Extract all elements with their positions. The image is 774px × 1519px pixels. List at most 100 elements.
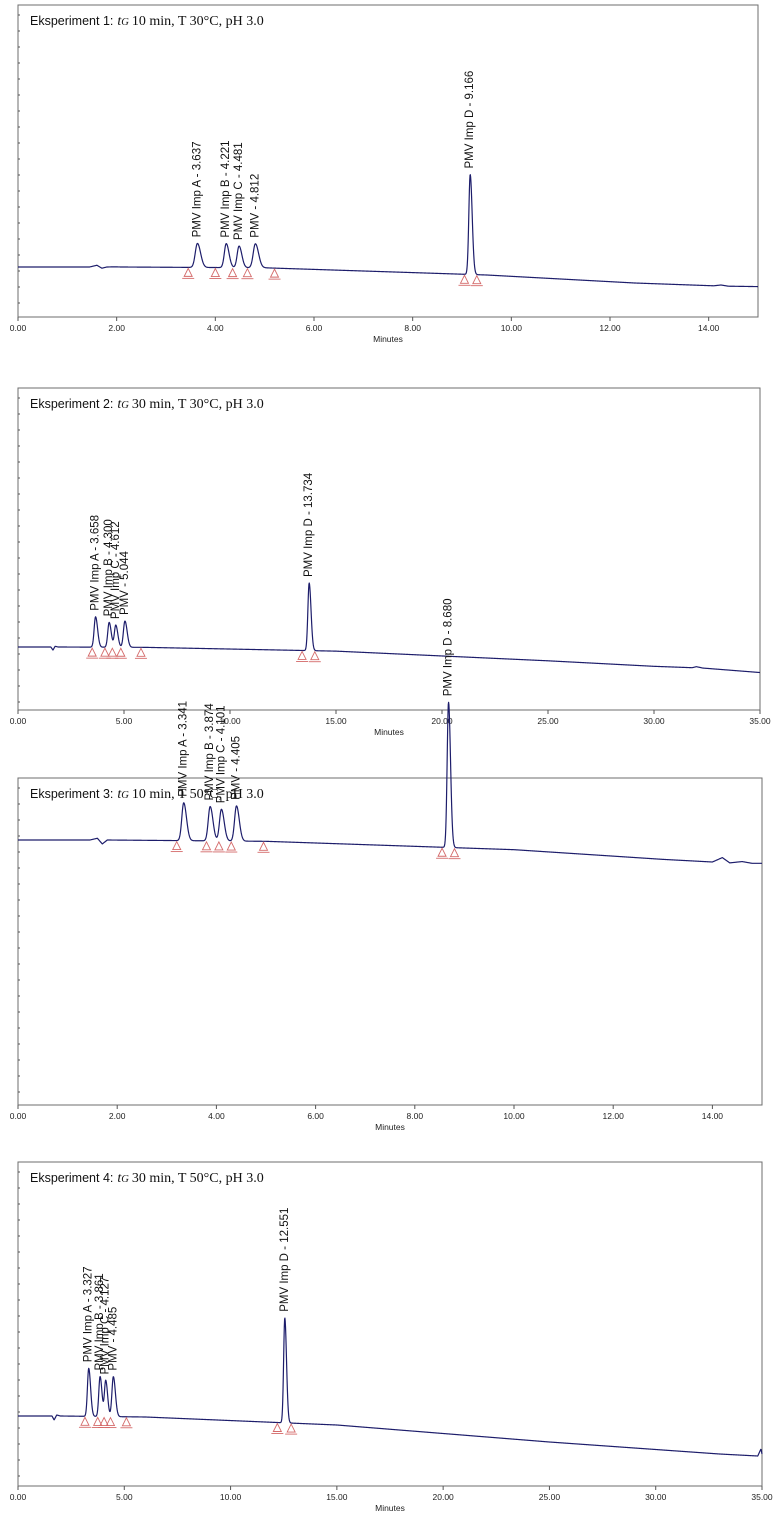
integration-marker	[136, 647, 146, 657]
peak-label: PMV Imp D - 8.680	[443, 599, 455, 697]
plot-frame	[17, 4, 759, 318]
chromatogram-svg: 0.00 5.00 10.00 15.00 20.00 25.00 30.00 35.00 Mi…	[10, 387, 771, 737]
x-tick-label: 8.00	[407, 1111, 424, 1121]
integration-marker	[105, 1416, 116, 1427]
x-tick-label: 20.00	[433, 1492, 455, 1502]
title-prefix: Eksperiment 4:	[30, 1171, 113, 1185]
integration-marker	[459, 274, 470, 284]
integration-marker	[183, 267, 193, 277]
x-tick-label: 5.00	[116, 1492, 133, 1502]
peak-label: PMV - 4.812	[249, 174, 261, 238]
title-prefix: Eksperiment 3:	[30, 787, 113, 801]
x-tick-label: 8.00	[404, 323, 421, 333]
x-tick-label: 0.00	[10, 323, 27, 333]
plot-frame	[17, 387, 761, 711]
x-tick-label: 12.00	[603, 1111, 625, 1121]
integration-marker	[201, 840, 212, 851]
title-tg-subscript: G	[121, 1174, 129, 1185]
integration-marker	[87, 647, 97, 657]
peak-label: PMV Imp B - 4.300	[103, 519, 115, 616]
integration-marker	[227, 267, 238, 278]
x-tick-label: 35.00	[749, 716, 771, 726]
x-tick-label: 25.00	[537, 716, 559, 726]
title-tg: t	[117, 397, 122, 412]
integration-marker	[269, 268, 280, 278]
x-tick-label: 4.00	[207, 323, 224, 333]
integration-marker	[80, 1416, 90, 1426]
chromatogram-panel-4: 0.00 5.00 10.00 15.00 20.00 25.00 30.00 35.00 Mi…	[0, 1142, 774, 1519]
chromatogram-panel-2: 0.00 5.00 10.00 15.00 20.00 25.00 30.00 35.00 Mi…	[0, 376, 774, 759]
chart-title: Eksperiment 4: tG 30 min, T 50°C, pH 3.0	[30, 1171, 264, 1186]
peak-label: PMV Imp A - 3.658	[90, 515, 102, 611]
x-tick-label: 4.00	[208, 1111, 225, 1121]
peak-label: PMV Imp B - 4.221	[220, 140, 232, 237]
x-tick-label: 2.00	[108, 323, 125, 333]
x-tick-label: 5.00	[116, 716, 133, 726]
integration-marker	[286, 1423, 296, 1433]
title-rest: 30 min, T 30°C, pH 3.0	[132, 397, 264, 412]
integration-marker	[99, 1416, 109, 1426]
integration-marker	[226, 841, 237, 851]
title-tg-subscript: G	[121, 17, 129, 28]
integration-marker	[297, 650, 307, 660]
x-tick-label: 0.00	[10, 716, 27, 726]
title-prefix: Eksperiment 1:	[30, 14, 113, 28]
chart-title: Eksperiment 2: tG 30 min, T 30°C, pH 3.0	[30, 397, 264, 412]
x-tick-label: 14.00	[698, 323, 720, 333]
x-tick-label: 2.00	[109, 1111, 126, 1121]
integration-marker	[100, 647, 110, 657]
peak-label: PMV - 4.485	[107, 1307, 119, 1371]
title-rest: 30 min, T 50°C, pH 3.0	[132, 1171, 264, 1186]
x-tick-label: 35.00	[751, 1492, 773, 1502]
peak-label: PMV Imp A - 3.341	[178, 701, 190, 797]
integration-marker	[258, 841, 269, 851]
x-tick-label: 15.00	[326, 1492, 348, 1502]
x-tick-label: 30.00	[645, 1492, 667, 1502]
x-tick-label: 10.00	[219, 716, 241, 726]
title-rest: 10 min, T 50°C, pH 3.0	[132, 787, 264, 802]
x-tick-label: 0.00	[10, 1492, 27, 1502]
integration-marker	[242, 267, 253, 278]
chromatogram-trace	[17, 1317, 763, 1457]
integration-marker	[310, 650, 320, 661]
plot-frame	[17, 1161, 763, 1487]
peak-label: PMV - 5.044	[119, 550, 131, 615]
x-tick-label: 25.00	[539, 1492, 561, 1502]
peak-label: PMV - 4.405	[231, 736, 243, 800]
peak-label: PMV Imp D - 12.551	[279, 1208, 291, 1312]
x-tick-label: 14.00	[702, 1111, 724, 1121]
x-axis-label: Minutes	[374, 727, 404, 737]
peak-label: PMV Imp A - 3.327	[83, 1266, 95, 1362]
peak-label: PMV Imp B - 3.861	[94, 1273, 106, 1370]
x-tick-label: 10.00	[503, 1111, 525, 1121]
title-tg: t	[117, 787, 122, 802]
title-rest: 10 min, T 30°C, pH 3.0	[132, 14, 264, 29]
chromatogram-svg: 0.00 2.00 4.00 6.00 8.00 10.00 12.00 14.00 Minut…	[10, 599, 763, 1132]
peak-label: PMV Imp C - 4.612	[110, 521, 122, 619]
x-tick-label: 30.00	[643, 716, 665, 726]
peak-label: PMV Imp C - 4.481	[233, 142, 245, 240]
integration-marker	[171, 840, 182, 851]
title-tg-subscript: G	[121, 790, 129, 801]
integration-marker	[92, 1416, 103, 1426]
chromatogram-trace	[17, 174, 759, 288]
integration-marker	[116, 647, 126, 657]
x-tick-label: 10.00	[220, 1492, 242, 1502]
integration-marker	[449, 847, 460, 858]
chart-title: Eksperiment 1: tG 10 min, T 30°C, pH 3.0	[30, 14, 264, 29]
integration-marker	[107, 647, 118, 657]
integration-marker	[272, 1422, 283, 1432]
chromatogram-panel-3: 0.00 2.00 4.00 6.00 8.00 10.00 12.00 14.00 Minut…	[0, 599, 774, 1142]
x-axis-label: Minutes	[373, 334, 403, 344]
chromatogram-svg: 0.00 2.00 4.00 6.00 8.00 10.00 12.00 14.00 Minut…	[10, 4, 759, 344]
chart-title: Eksperiment 3: tG 10 min, T 50°C, pH 3.0	[30, 787, 264, 802]
integration-marker	[121, 1416, 132, 1427]
x-tick-label: 0.00	[10, 1111, 27, 1121]
peak-label: PMV Imp C - 4.127	[100, 1277, 112, 1375]
peak-label: PMV Imp B - 3.874	[204, 703, 216, 801]
x-tick-label: 6.00	[306, 323, 323, 333]
chromatogram-panel-1: 0.00 2.00 4.00 6.00 8.00 10.00 12.00 14.00 Minut…	[0, 0, 774, 376]
x-tick-label: 10.00	[501, 323, 523, 333]
title-tg: t	[117, 1171, 122, 1186]
title-tg: t	[117, 14, 122, 29]
